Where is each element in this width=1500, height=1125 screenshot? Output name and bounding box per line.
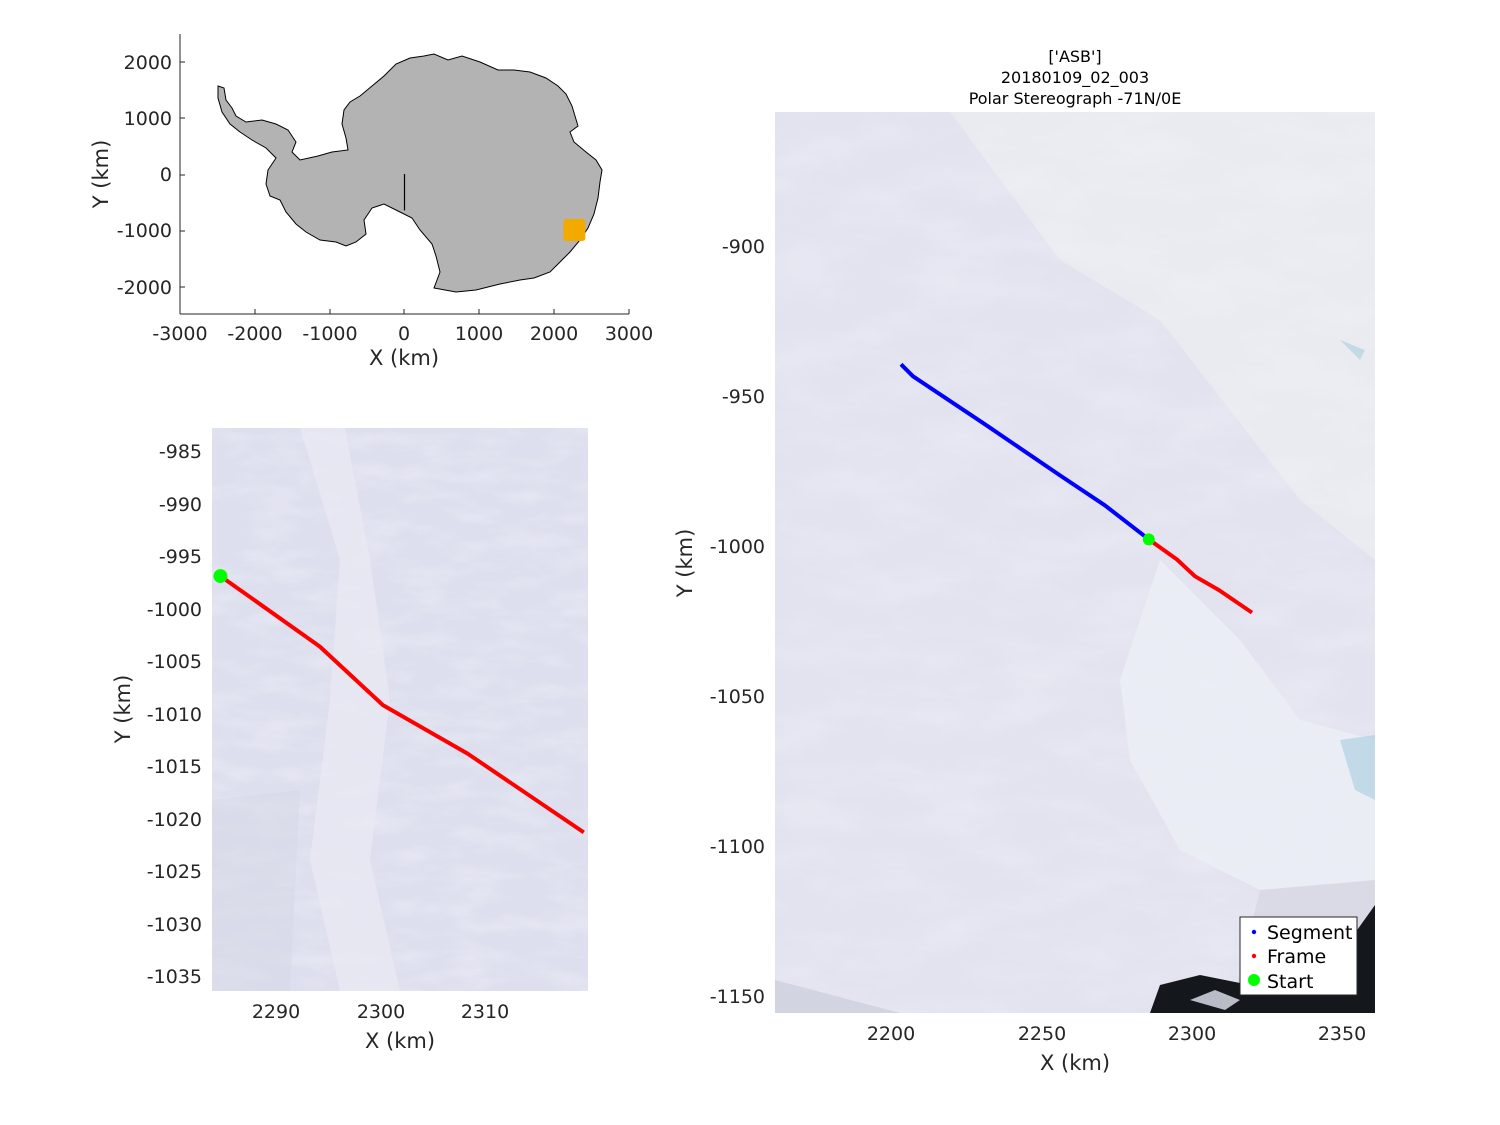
overview-map-axes: -3000 -2000 -1000 0 1000 2000 3000 2000 … <box>89 34 653 370</box>
zoom-y-tick: -990 <box>159 494 202 516</box>
main-y-tick: -900 <box>722 236 765 258</box>
zoom-y-label: Y (km) <box>111 675 135 745</box>
legend-segment-label: Segment <box>1267 922 1353 944</box>
main-x-tick: 2250 <box>1018 1023 1066 1045</box>
main-y-tick: -950 <box>722 386 765 408</box>
location-marker[interactable] <box>563 219 586 241</box>
zoom-y-tick: -1025 <box>147 861 202 883</box>
overview-x-tick: -1000 <box>302 323 357 345</box>
title-line-2: 20180109_02_003 <box>1001 68 1149 88</box>
title-line-1: ['ASB'] <box>1048 47 1101 66</box>
legend: Segment Frame Start <box>1239 916 1358 996</box>
main-map-axes: 2200 2250 2300 2350 -900 -950 -1000 -105… <box>673 112 1375 1075</box>
main-satellite-image <box>775 112 1375 1013</box>
main-x-tick: 2350 <box>1318 1023 1366 1045</box>
zoom-y-tick: -1015 <box>147 756 202 778</box>
zoom-y-tick: -1020 <box>147 809 202 831</box>
overview-x-tick: 2000 <box>530 323 578 345</box>
overview-x-tick: 3000 <box>605 323 653 345</box>
zoom-frame-track <box>219 574 585 835</box>
zoom-y-tick: -995 <box>159 546 202 568</box>
zoom-y-tick: -1010 <box>147 704 202 726</box>
legend-segment-marker <box>1251 929 1257 935</box>
overview-x-tick: 1000 <box>455 323 503 345</box>
zoom-x-ticks: 2290 2300 2310 <box>252 1001 509 1023</box>
start-marker <box>1142 533 1155 546</box>
zoom-y-tick: -1035 <box>147 966 202 988</box>
overview-x-ticks: -3000 -2000 -1000 0 1000 2000 3000 <box>152 309 653 345</box>
figure-title: ['ASB'] 20180109_02_003 Polar Stereograp… <box>969 47 1182 108</box>
zoom-x-tick: 2310 <box>461 1001 509 1023</box>
overview-x-tick: -2000 <box>227 323 282 345</box>
main-y-tick: -1000 <box>710 536 765 558</box>
legend-start-label: Start <box>1267 971 1313 993</box>
main-y-tick: -1100 <box>710 836 765 858</box>
legend-frame-marker <box>1251 953 1257 959</box>
main-y-ticks: -900 -950 -1000 -1050 -1100 -1150 <box>710 236 765 1008</box>
overview-y-tick: -1000 <box>117 220 172 242</box>
legend-start-marker <box>1248 974 1260 986</box>
legend-frame-label: Frame <box>1267 946 1326 968</box>
zoom-y-ticks: -985 -990 -995 -1000 -1005 -1010 -1015 -… <box>147 441 202 988</box>
overview-x-tick: -3000 <box>152 323 207 345</box>
frame-track <box>1147 537 1254 615</box>
overview-y-ticks: 2000 1000 0 -1000 -2000 <box>117 52 185 299</box>
overview-x-tick: 0 <box>398 323 410 345</box>
zoom-y-tick: -1005 <box>147 651 202 673</box>
zoom-x-label: X (km) <box>365 1029 435 1053</box>
main-y-label: Y (km) <box>673 529 697 599</box>
zoom-y-tick: -985 <box>159 441 202 463</box>
overview-x-label: X (km) <box>369 346 439 370</box>
overview-y-label: Y (km) <box>89 140 113 210</box>
zoom-y-tick: -1030 <box>147 914 202 936</box>
main-x-tick: 2300 <box>1168 1023 1216 1045</box>
antarctica-landmass <box>217 53 603 293</box>
zoom-satellite-image <box>212 428 588 991</box>
main-x-tick: 2200 <box>867 1023 915 1045</box>
zoom-map-axes: 2290 2300 2310 -985 -990 -995 -1000 -100… <box>111 428 588 1053</box>
overview-y-tick: 1000 <box>124 108 172 130</box>
zoom-x-tick: 2300 <box>357 1001 405 1023</box>
main-y-tick: -1150 <box>710 986 765 1008</box>
zoom-start-marker <box>213 569 228 584</box>
overview-y-tick: 2000 <box>124 52 172 74</box>
segment-track <box>899 362 1151 541</box>
main-x-label: X (km) <box>1040 1051 1110 1075</box>
zoom-x-tick: 2290 <box>252 1001 300 1023</box>
overview-y-tick: -2000 <box>117 277 172 299</box>
main-x-ticks: 2200 2250 2300 2350 <box>867 1023 1366 1045</box>
title-line-3: Polar Stereograph -71N/0E <box>969 89 1182 108</box>
main-y-tick: -1050 <box>710 686 765 708</box>
zoom-y-tick: -1000 <box>147 599 202 621</box>
overview-y-tick: 0 <box>160 164 172 186</box>
